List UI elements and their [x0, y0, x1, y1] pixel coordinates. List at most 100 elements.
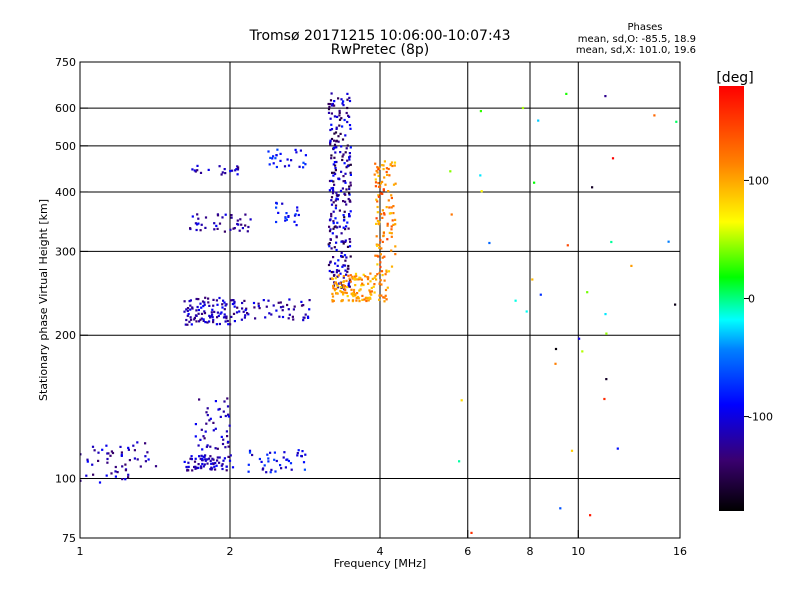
data-point: [98, 481, 102, 484]
data-point: [347, 267, 350, 270]
data-point: [371, 277, 374, 280]
data-point: [377, 174, 380, 177]
data-point: [341, 255, 344, 258]
data-point: [329, 238, 332, 241]
data-point: [216, 316, 219, 319]
data-point: [221, 442, 225, 446]
data-point: [109, 454, 112, 457]
data-point: [223, 313, 226, 316]
data-point: [288, 313, 291, 316]
data-point: [328, 230, 332, 233]
data-point: [214, 468, 217, 471]
data-point: [217, 408, 220, 411]
data-point: [231, 302, 234, 306]
data-point: [124, 463, 127, 466]
data-point: [374, 178, 377, 181]
data-point: [229, 228, 232, 231]
data-point: [341, 102, 344, 105]
data-point: [216, 311, 219, 314]
data-point: [213, 228, 216, 231]
data-point: [336, 283, 339, 286]
data-point: [332, 220, 335, 223]
data-point: [381, 209, 384, 212]
data-point: [107, 452, 110, 455]
data-point: [333, 273, 336, 277]
data-point: [271, 157, 274, 160]
data-point: [197, 308, 200, 312]
data-point: [85, 474, 88, 477]
data-point: [393, 164, 396, 167]
data-point: [488, 241, 491, 245]
data-point: [384, 288, 388, 292]
data-point: [216, 213, 219, 216]
data-point: [147, 458, 150, 461]
data-point: [389, 164, 392, 167]
data-point: [334, 204, 338, 207]
data-point: [337, 282, 341, 285]
data-point: [279, 464, 282, 467]
data-point: [200, 467, 203, 470]
data-point: [333, 156, 336, 159]
data-point: [302, 304, 305, 307]
data-point: [186, 314, 189, 317]
data-point: [352, 276, 355, 280]
data-point: [197, 222, 200, 225]
data-point: [274, 157, 277, 160]
data-point: [226, 319, 229, 323]
data-point: [353, 275, 356, 278]
data-point: [262, 299, 265, 302]
data-point: [342, 293, 345, 296]
data-point: [356, 292, 359, 295]
data-point: [223, 168, 226, 171]
data-point: [341, 299, 344, 302]
data-point: [206, 407, 209, 410]
data-point: [124, 478, 127, 481]
data-point: [232, 299, 235, 302]
data-point: [269, 471, 272, 474]
data-point: [237, 223, 240, 226]
data-point: [286, 158, 289, 161]
data-point: [276, 148, 279, 151]
x-tick-label: 2: [227, 545, 234, 558]
data-point: [299, 149, 302, 152]
data-point: [215, 323, 218, 326]
data-point: [375, 222, 378, 225]
data-point: [261, 468, 264, 471]
data-point: [346, 92, 349, 95]
data-point: [197, 312, 200, 315]
data-point: [218, 296, 221, 300]
data-point: [367, 299, 370, 302]
data-point: [197, 217, 200, 220]
data-point: [352, 293, 355, 296]
data-point: [86, 460, 89, 463]
data-point: [263, 464, 266, 467]
data-point: [200, 317, 203, 320]
data-point: [336, 115, 339, 118]
data-point: [214, 427, 217, 430]
data-point: [224, 315, 227, 319]
data-point: [348, 213, 351, 216]
data-point: [390, 194, 393, 197]
data-point: [193, 460, 197, 463]
data-point: [331, 295, 335, 298]
data-point: [212, 321, 215, 324]
data-point: [308, 299, 311, 302]
data-point: [281, 202, 284, 205]
data-point: [218, 407, 221, 411]
data-point: [209, 459, 212, 462]
data-point: [264, 316, 267, 319]
data-point: [390, 265, 394, 268]
data-point: [359, 288, 362, 291]
data-point: [367, 282, 370, 285]
data-point: [189, 227, 192, 230]
data-point: [247, 463, 250, 466]
data-point: [212, 421, 215, 424]
data-point: [197, 466, 200, 469]
data-point: [335, 236, 338, 239]
data-point: [667, 240, 670, 243]
data-point: [346, 270, 349, 273]
data-point: [194, 457, 197, 460]
data-point: [347, 114, 350, 117]
data-point: [354, 293, 357, 296]
